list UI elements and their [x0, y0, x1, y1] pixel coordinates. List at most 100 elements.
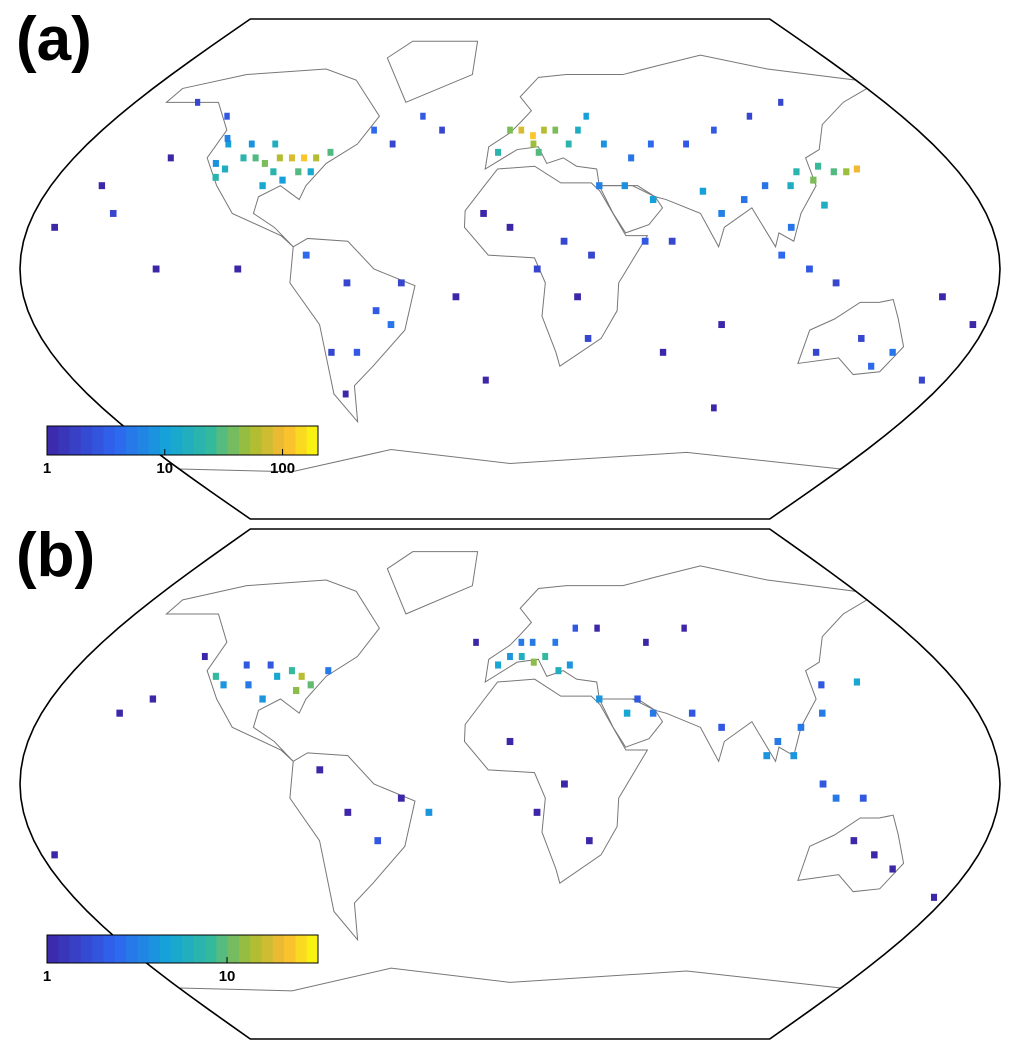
- density-cell: [495, 148, 502, 156]
- density-cell: [344, 808, 352, 816]
- coastline: [165, 579, 381, 762]
- density-cell: [555, 667, 562, 675]
- density-cell: [261, 159, 268, 167]
- density-cell: [245, 681, 252, 689]
- colorbar-segment: [80, 426, 93, 455]
- colorbar-segment: [126, 935, 138, 963]
- colorbar-segment: [171, 935, 183, 963]
- density-cell: [533, 265, 541, 273]
- density-cell: [288, 154, 295, 162]
- density-cell: [506, 737, 514, 746]
- colorbar-segment: [306, 426, 319, 455]
- density-cell: [711, 404, 717, 412]
- colorbar-segment: [205, 935, 217, 963]
- density-cell: [552, 126, 559, 134]
- density-cell: [787, 182, 794, 190]
- density-cell: [530, 658, 537, 666]
- map-panel: [19, 18, 1001, 520]
- colorbar-tick-label: 100: [270, 460, 295, 477]
- density-cell: [234, 265, 242, 273]
- panel-label: (b): [16, 521, 95, 590]
- colorbar-segment: [272, 935, 285, 963]
- coastline: [598, 185, 664, 234]
- colorbar-segment: [238, 426, 251, 455]
- colorbar-segment: [295, 426, 308, 455]
- density-cell: [659, 348, 667, 356]
- density-cell: [224, 112, 230, 120]
- density-cell: [561, 780, 568, 788]
- density-cell: [647, 140, 654, 148]
- density-cell: [746, 112, 753, 120]
- density-cell: [371, 126, 377, 134]
- density-cell: [325, 667, 332, 675]
- density-cell: [761, 182, 769, 190]
- density-cell: [718, 209, 725, 217]
- density-cell: [812, 348, 820, 356]
- density-cell: [507, 652, 513, 661]
- density-cell: [586, 837, 593, 845]
- density-cell: [649, 196, 657, 204]
- colorbar-segment: [306, 935, 319, 963]
- colorbar-segment: [227, 426, 240, 455]
- density-cell: [272, 140, 279, 148]
- density-cell: [583, 112, 589, 120]
- density-cell: [774, 737, 782, 746]
- density-cell: [596, 695, 603, 703]
- density-cell: [152, 265, 160, 273]
- colorbar-segment: [250, 426, 263, 455]
- density-cell: [212, 672, 219, 680]
- density-cell: [224, 134, 231, 142]
- density-cell: [572, 624, 579, 632]
- map-background: [20, 529, 1000, 1039]
- coastline: [797, 814, 905, 893]
- density-cell: [259, 695, 266, 703]
- colorbar-segment: [103, 426, 116, 455]
- density-cell: [871, 851, 878, 859]
- density-cell: [374, 837, 382, 845]
- coastline: [463, 678, 649, 884]
- density-cell: [596, 182, 603, 190]
- density-cell: [699, 187, 707, 195]
- density-cell: [212, 173, 219, 181]
- density-cell: [552, 638, 559, 646]
- density-cell: [793, 168, 800, 176]
- coastline: [484, 54, 868, 249]
- density-cell: [482, 376, 489, 384]
- colorbar-segment: [182, 935, 195, 963]
- density-cell: [790, 752, 798, 760]
- colorbar-segment: [69, 426, 82, 455]
- colorbar-segment: [137, 426, 150, 455]
- density-cell: [452, 293, 460, 301]
- density-cell: [584, 334, 592, 342]
- density-cell: [425, 808, 433, 816]
- density-cell: [542, 652, 549, 661]
- density-cell: [274, 672, 281, 680]
- density-cell: [506, 223, 514, 231]
- density-cell: [778, 251, 786, 259]
- colorbar-segment: [272, 426, 285, 455]
- density-cell: [51, 223, 58, 231]
- density-cell: [969, 321, 977, 329]
- density-cell: [220, 681, 227, 689]
- density-cell: [853, 678, 860, 686]
- density-cell: [623, 709, 631, 717]
- colorbar-segment: [159, 935, 172, 963]
- colorbar-segment: [103, 935, 116, 963]
- density-cell: [518, 126, 525, 134]
- density-cell: [316, 766, 324, 774]
- density-cell: [621, 182, 628, 190]
- colorbar-tick-label: 1: [43, 460, 51, 477]
- density-cell: [810, 176, 817, 184]
- colorbar-segment: [205, 426, 217, 455]
- density-cell: [634, 695, 641, 703]
- colorbar-segment: [80, 935, 93, 963]
- density-cell: [740, 196, 748, 204]
- density-cell: [116, 709, 123, 717]
- density-cell: [588, 251, 595, 259]
- density-cell: [574, 293, 581, 301]
- density-cell: [288, 667, 295, 675]
- density-cell: [683, 140, 689, 148]
- density-cell: [195, 98, 201, 106]
- density-cell: [212, 159, 219, 167]
